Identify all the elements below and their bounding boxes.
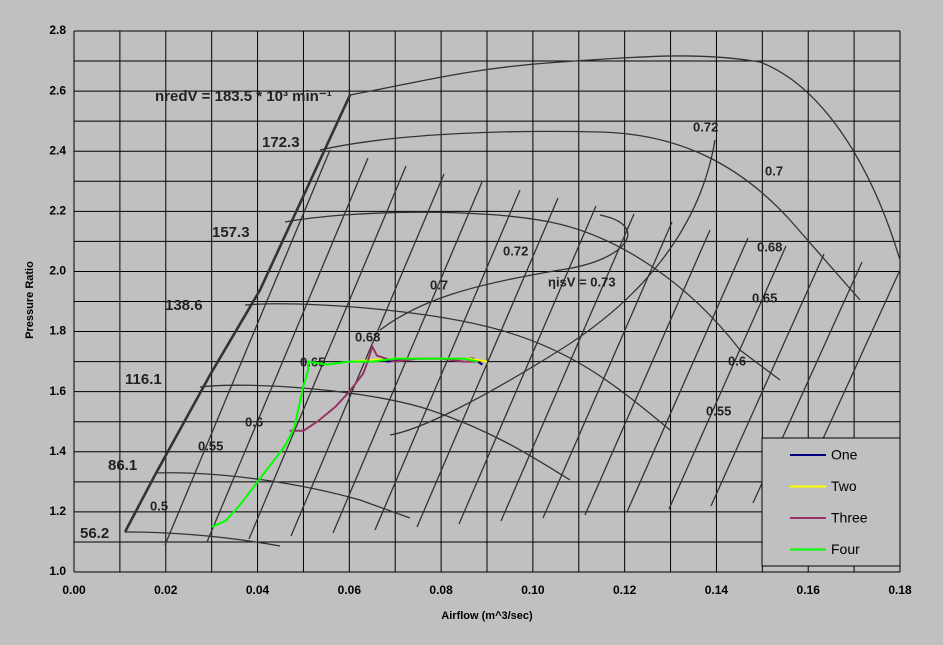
map-diagonal: [710, 253, 825, 507]
legend-label: Four: [831, 541, 860, 557]
y-tick-label: 2.8: [49, 23, 66, 37]
speed-line: [349, 55, 901, 261]
speed-line: [244, 303, 671, 431]
annotation: 0.5: [150, 498, 168, 513]
speed-line: [199, 384, 571, 481]
y-tick-label: 2.6: [49, 83, 66, 97]
annotation: 86.1: [108, 457, 137, 474]
map-diagonal: [332, 181, 483, 534]
annotation: 0.65: [752, 290, 777, 305]
y-tick-label: 1.6: [49, 384, 66, 398]
series: [211, 343, 488, 528]
annotation: 0.55: [198, 438, 223, 453]
y-tick-label: 2.4: [49, 143, 66, 157]
annotation: 0.6: [245, 414, 263, 429]
x-tick-label: 0.10: [521, 583, 545, 597]
annotation: 0.7: [765, 163, 783, 178]
y-tick-label: 1.0: [49, 564, 66, 578]
x-axis-label: Airflow (m^3/sec): [441, 610, 533, 622]
annotation: 56.2: [80, 525, 109, 542]
y-tick-label: 1.8: [49, 324, 66, 338]
speed-line: [319, 130, 861, 301]
annotation: 0.7: [430, 277, 448, 292]
x-tick-label: 0.16: [797, 583, 821, 597]
map-diagonal: [248, 165, 407, 540]
map-diagonal: [542, 221, 673, 519]
y-tick-label: 1.4: [49, 444, 66, 458]
annotation: 116.1: [125, 371, 162, 388]
map-diagonal: [416, 197, 559, 528]
map-diagonal: [164, 149, 331, 546]
map-diagonal: [626, 237, 749, 513]
legend-box: [761, 437, 901, 567]
speed-line: [124, 531, 281, 547]
map-diagonal: [668, 245, 787, 510]
series-line: [211, 357, 479, 528]
map-diagonal: [458, 205, 597, 525]
annotation: 0.68: [355, 329, 380, 344]
annotation: 0.68: [757, 239, 782, 254]
annotation: 0.6: [728, 353, 746, 368]
x-tick-label: 0.12: [613, 583, 637, 597]
legend-label: One: [831, 447, 858, 463]
annotation: 0.72: [693, 119, 718, 134]
x-tick-label: 0.06: [338, 583, 362, 597]
map-diagonal: [290, 173, 445, 537]
x-tick-label: 0.14: [705, 583, 729, 597]
legend-label: Two: [831, 478, 857, 494]
efficiency-island: [389, 139, 716, 436]
annotation: 0.72: [503, 243, 528, 258]
annotation: nredV = 183.5 * 10³ min⁻¹: [155, 88, 332, 105]
y-axis-label: Pressure Ratio: [24, 261, 36, 339]
x-tick-label: 0.18: [888, 583, 912, 597]
y-tick-label: 1.2: [49, 504, 66, 518]
compressor-map: [123, 55, 901, 547]
map-diagonal: [206, 157, 369, 543]
annotation: 138.6: [165, 297, 203, 314]
x-tick-label: 0.08: [429, 583, 453, 597]
y-tick-label: 2.0: [49, 264, 66, 278]
legend-label: Three: [831, 510, 868, 526]
annotation: 172.3: [262, 134, 300, 151]
x-tick-label: 0.04: [246, 583, 270, 597]
annotation: 157.3: [212, 224, 250, 241]
annotation: ηisV = 0.73: [548, 274, 616, 289]
x-tick-label: 0.02: [154, 583, 178, 597]
annotations: nredV = 183.5 * 10³ min⁻¹ 172.3 157.3 138.6…: [80, 88, 783, 542]
map-diagonal: [500, 213, 635, 522]
x-tick-label: 0.00: [62, 583, 86, 597]
annotation: 0.55: [706, 403, 731, 418]
y-tick-label: 2.2: [49, 204, 66, 218]
map-diagonal: [584, 229, 711, 516]
speed-line: [284, 211, 781, 381]
